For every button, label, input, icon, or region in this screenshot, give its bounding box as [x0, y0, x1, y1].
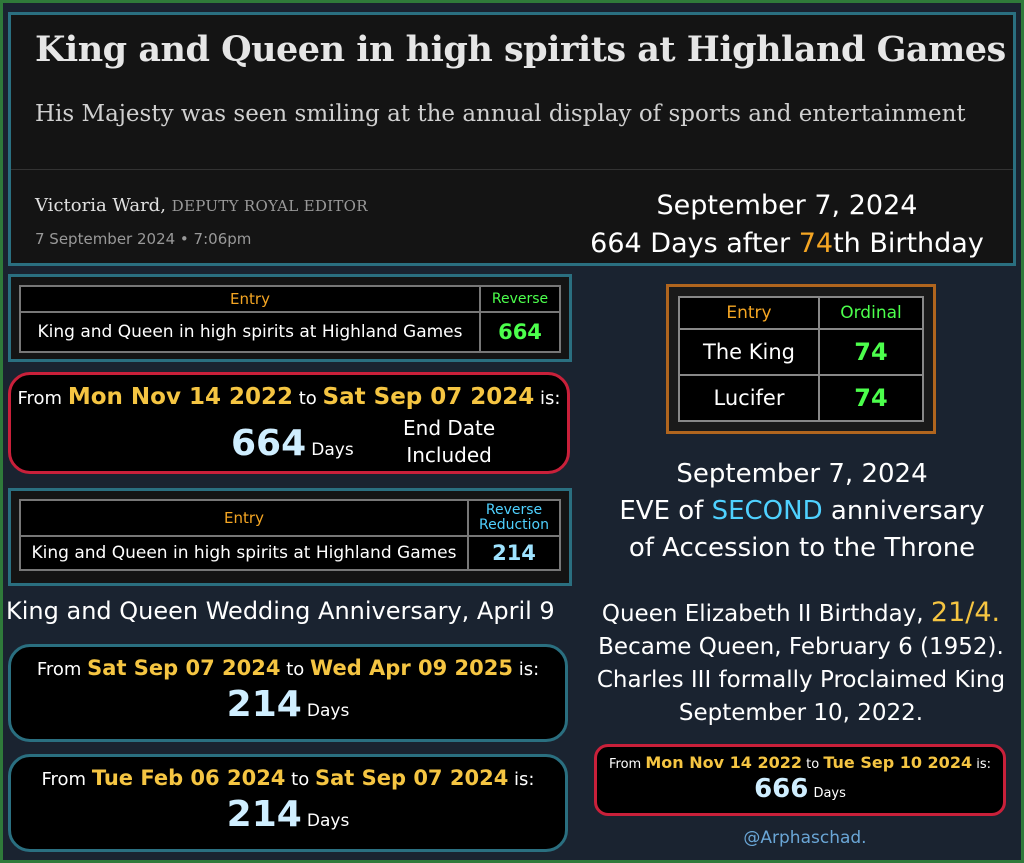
- byline: Victoria Ward, DEPUTY ROYAL EDITOR: [35, 195, 368, 216]
- date-calc-result: 666 Days: [754, 774, 846, 804]
- royal-facts: Queen Elizabeth II Birthday, 21/4. Becam…: [586, 596, 1016, 730]
- table-row-value: 74: [818, 374, 924, 422]
- eve-note: September 7, 2024 EVE of SECOND annivers…: [592, 456, 1012, 567]
- gematria-table-reverse: Entry Reverse King and Queen in high spi…: [8, 274, 572, 362]
- table-row-name: The King: [678, 328, 820, 376]
- article-standfirst: His Majesty was seen smiling at the annu…: [35, 101, 966, 127]
- date-calc-range: From Mon Nov 14 2022 to Tue Sep 10 2024 …: [609, 753, 991, 772]
- date-calc-666: From Mon Nov 14 2022 to Tue Sep 10 2024 …: [594, 744, 1006, 816]
- date-calc-214-accession: From Tue Feb 06 2024 to Sat Sep 07 2024 …: [8, 754, 568, 852]
- wedding-caption: King and Queen Wedding Anniversary, Apri…: [6, 597, 555, 625]
- header-note-days: 664 Days after 74th Birthday: [590, 228, 984, 259]
- table-header-entry: Entry: [19, 499, 469, 537]
- table-row-value: 74: [818, 328, 924, 376]
- fact-line: September 10, 2022.: [678, 700, 924, 726]
- fact-line: Became Queen, February 6 (1952).: [598, 634, 1004, 660]
- eve-note-date: September 7, 2024: [676, 459, 928, 489]
- table-header-ordinal: Ordinal: [818, 296, 924, 330]
- date-calc-result: 214 Days: [226, 794, 350, 835]
- date-calc-664: From Mon Nov 14 2022 to Sat Sep 07 2024 …: [8, 372, 570, 474]
- gematria-table-ordinal: Entry Ordinal The King 74 Lucifer 74: [666, 284, 936, 434]
- date-calc-result: 664 Days: [231, 423, 354, 464]
- date-calc-range: From Tue Feb 06 2024 to Sat Sep 07 2024 …: [41, 766, 535, 790]
- author-name[interactable]: Victoria Ward,: [35, 195, 166, 216]
- table-header-reverse: Reverse: [479, 285, 561, 313]
- publish-date: 7 September 2024 • 7:06pm: [35, 230, 252, 248]
- table-value: 664: [479, 311, 561, 353]
- table-phrase: King and Queen in high spirits at Highla…: [19, 535, 469, 571]
- date-calc-result: 214 Days: [226, 684, 350, 725]
- table-row-name: Lucifer: [678, 374, 820, 422]
- fact-line: Charles III formally Proclaimed King: [596, 667, 1006, 693]
- article-header: King and Queen in high spirits at Highla…: [8, 12, 1016, 266]
- date-calc-214-wedding: From Sat Sep 07 2024 to Wed Apr 09 2025 …: [8, 644, 568, 742]
- author-role: DEPUTY ROYAL EDITOR: [171, 197, 368, 215]
- eve-note-line: of Accession to the Throne: [628, 533, 976, 563]
- fact-line: Queen Elizabeth II Birthday, 21/4.: [601, 597, 1001, 628]
- eve-note-line: EVE of SECOND anniversary: [619, 496, 985, 526]
- table-header-reverse-reduction: Reverse Reduction: [467, 499, 561, 537]
- gematria-table-reverse-reduction: Entry Reverse Reduction King and Queen i…: [8, 488, 572, 586]
- article-headline: King and Queen in high spirits at Highla…: [35, 29, 1006, 70]
- table-value: 214: [467, 535, 561, 571]
- table-phrase: King and Queen in high spirits at Highla…: [19, 311, 481, 353]
- author-handle[interactable]: @Arphaschad.: [743, 828, 867, 848]
- table-header-entry: Entry: [19, 285, 481, 313]
- table-header-entry: Entry: [678, 296, 820, 330]
- header-note-date: September 7, 2024: [656, 190, 918, 221]
- end-date-note: End Date Included: [403, 416, 496, 467]
- header-note: September 7, 2024 664 Days after 74th Bi…: [587, 187, 987, 263]
- date-calc-range: From Sat Sep 07 2024 to Wed Apr 09 2025 …: [36, 656, 540, 680]
- date-calc-range: From Mon Nov 14 2022 to Sat Sep 07 2024 …: [17, 384, 561, 410]
- header-divider: [11, 169, 1013, 170]
